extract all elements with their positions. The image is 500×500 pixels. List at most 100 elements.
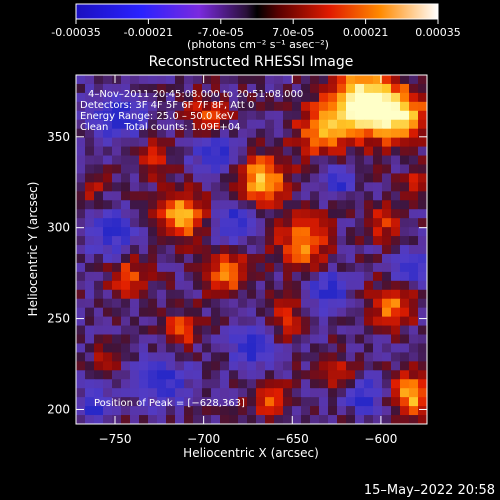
heatmap-cell — [310, 253, 320, 264]
heatmap-cell — [382, 397, 392, 407]
heatmap-cell — [211, 379, 221, 389]
y-tick-label: 350 — [47, 130, 70, 144]
heatmap-cell — [175, 137, 185, 148]
heatmap-cell — [283, 379, 293, 389]
heatmap-cell — [238, 92, 248, 103]
heatmap-cell — [418, 137, 427, 148]
heatmap-cell — [400, 280, 410, 291]
heatmap-cell — [85, 101, 95, 112]
heatmap-cell — [121, 101, 131, 112]
heatmap-cell — [364, 155, 374, 166]
heatmap-cell — [418, 110, 427, 121]
heatmap-cell — [112, 146, 122, 157]
heatmap-cell — [148, 236, 158, 246]
heatmap-cell — [292, 92, 302, 103]
heatmap-cell — [382, 128, 392, 139]
heatmap-cell — [130, 155, 140, 166]
heatmap-cell — [85, 379, 95, 389]
heatmap-cell — [292, 397, 302, 407]
heatmap-cell — [103, 334, 113, 345]
heatmap-cell — [121, 173, 131, 183]
heatmap-cell — [328, 227, 338, 237]
heatmap-cell — [292, 334, 302, 345]
heatmap-cell — [346, 218, 356, 228]
heatmap-cell — [328, 191, 338, 201]
heatmap-cell — [193, 334, 203, 345]
heatmap-cell — [400, 128, 410, 139]
heatmap-cell — [274, 137, 284, 148]
heatmap-cell — [202, 379, 212, 389]
heatmap-cell — [382, 316, 392, 327]
heatmap-cell — [193, 173, 203, 183]
heatmap-cell — [319, 352, 329, 362]
heatmap-cell — [319, 164, 329, 175]
heatmap-cell — [319, 227, 329, 237]
heatmap-cell — [373, 137, 383, 148]
heatmap-cell — [274, 415, 284, 424]
heatmap-cell — [157, 92, 167, 103]
heatmap-cell — [328, 316, 338, 327]
heatmap-cell — [202, 397, 212, 407]
heatmap-cell — [283, 325, 293, 336]
heatmap-cell — [319, 316, 329, 327]
heatmap-cell — [391, 271, 401, 282]
heatmap-cell — [256, 271, 266, 282]
heatmap-cell — [238, 236, 248, 246]
heatmap-cell — [247, 164, 257, 175]
heatmap-cell — [184, 325, 194, 336]
heatmap-cell — [121, 119, 131, 130]
heatmap-cell — [211, 253, 221, 264]
heatmap-cell — [103, 236, 113, 246]
heatmap-cell — [238, 325, 248, 336]
heatmap-cell — [229, 262, 239, 273]
heatmap-cell — [247, 316, 257, 327]
x-tick-label: −750 — [99, 432, 132, 446]
heatmap-cell — [184, 191, 194, 201]
heatmap-cell — [112, 119, 122, 130]
heatmap-cell — [157, 128, 167, 139]
heatmap-cell — [175, 415, 185, 424]
heatmap-cell — [364, 307, 374, 318]
heatmap-cell — [112, 128, 122, 139]
heatmap-cell — [130, 191, 140, 201]
heatmap-cell — [400, 334, 410, 345]
heatmap-cell — [328, 361, 338, 371]
heatmap-cell — [391, 146, 401, 157]
heatmap-cell — [283, 343, 293, 354]
heatmap-cell — [319, 191, 329, 201]
heatmap-cell — [130, 164, 140, 175]
chart-title: Reconstructed RHESSI Image — [149, 54, 354, 70]
heatmap-cell — [166, 334, 176, 345]
heatmap-cell — [337, 352, 347, 362]
heatmap-cell — [94, 316, 104, 327]
heatmap-cell — [94, 370, 104, 380]
heatmap-cell — [148, 137, 158, 148]
heatmap-cell — [391, 137, 401, 148]
heatmap-cell — [121, 164, 131, 175]
heatmap-cell — [238, 173, 248, 183]
heatmap-cell — [283, 289, 293, 300]
heatmap-cell — [310, 119, 320, 130]
heatmap-cell — [346, 352, 356, 362]
heatmap-cell — [139, 352, 149, 362]
heatmap-cell — [94, 75, 104, 85]
heatmap-cell — [310, 352, 320, 362]
heatmap-cell — [364, 406, 374, 416]
heatmap-cell — [85, 361, 95, 371]
heatmap-cell — [346, 388, 356, 398]
heatmap-cell — [283, 316, 293, 327]
heatmap-cell — [130, 388, 140, 398]
heatmap-cell — [85, 191, 95, 201]
heatmap-cell — [157, 370, 167, 380]
heatmap-cell — [373, 110, 383, 121]
heatmap-cell — [283, 388, 293, 398]
heatmap-cell — [382, 415, 392, 424]
heatmap-cell — [220, 245, 230, 255]
heatmap-cell — [76, 101, 86, 112]
heatmap-cell — [130, 325, 140, 336]
heatmap-cell — [94, 406, 104, 416]
heatmap-cell — [220, 406, 230, 416]
heatmap-cell — [265, 343, 275, 354]
heatmap-cell — [319, 182, 329, 192]
heatmap-cell — [400, 227, 410, 237]
